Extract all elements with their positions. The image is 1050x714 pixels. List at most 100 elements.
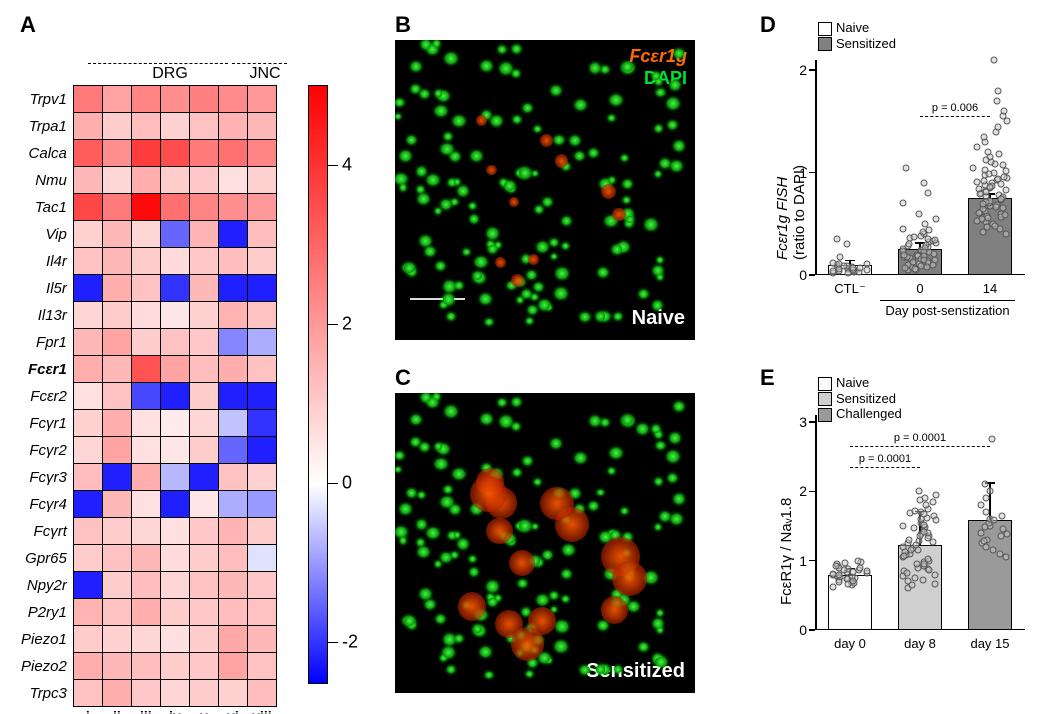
dapi-nucleus (444, 281, 456, 292)
fcer1g-signal (511, 627, 544, 660)
data-point (920, 511, 927, 518)
heatmap-cell (73, 329, 102, 356)
data-point (980, 177, 987, 184)
data-point (973, 144, 980, 151)
heatmap-cell (131, 194, 160, 221)
heatmap-cell (218, 194, 247, 221)
dapi-nucleus (652, 72, 661, 80)
fcer1g-signal (601, 184, 616, 199)
heatmap-cell (73, 491, 102, 518)
dapi-nucleus (537, 242, 548, 252)
data-point (903, 570, 910, 577)
data-point (996, 151, 1003, 158)
heatmap-row-label: Il13r (20, 302, 73, 329)
fcer1g-signal (612, 561, 647, 596)
data-point (979, 201, 986, 208)
heatmap-cell (131, 464, 160, 491)
heatmap-cell (189, 518, 218, 545)
dapi-nucleus (427, 528, 439, 538)
dapi-nucleus (657, 610, 664, 616)
heatmap-cell (218, 356, 247, 383)
heatmap-cell (102, 167, 131, 194)
heatmap-row-label: Fcεr1 (20, 356, 73, 383)
dapi-nucleus (411, 62, 421, 71)
data-point (1003, 554, 1010, 561)
heatmap-col-label: ii (102, 707, 131, 714)
dapi-nucleus (589, 149, 598, 157)
heatmap-cell (131, 248, 160, 275)
dapi-nucleus (608, 468, 615, 474)
legend-item: Naive (818, 20, 896, 36)
data-point (974, 178, 981, 185)
heatmap-cell (189, 653, 218, 680)
dapi-nucleus (512, 70, 520, 77)
dapi-nucleus (395, 527, 406, 537)
colorbar: -2024 (308, 85, 358, 682)
figure: A DRG JNC Trpv1Trpa1CalcaNmuTac1VipIl4rI… (0, 0, 1050, 714)
data-point (917, 533, 924, 540)
heatmap-cell (73, 302, 102, 329)
heatmap-cell (218, 653, 247, 680)
dapi-nucleus (417, 186, 424, 193)
data-point (980, 538, 987, 545)
dapi-nucleus (481, 61, 492, 71)
dapi-nucleus (445, 406, 457, 417)
heatmap-cell (247, 599, 276, 626)
heatmap-row-label: Trpc3 (20, 680, 73, 707)
heatmap-row-label: Fcεr2 (20, 383, 73, 410)
heatmap-cell (160, 275, 189, 302)
data-point (932, 571, 939, 578)
fcer1g-signal (509, 550, 535, 576)
heatmap-col-label: v (189, 707, 218, 714)
heatmap-cell (131, 680, 160, 707)
heatmap-cell (189, 356, 218, 383)
heatmap-cell (247, 140, 276, 167)
dapi-nucleus (400, 504, 410, 513)
dapi-nucleus (480, 647, 491, 657)
dapi-nucleus (453, 469, 464, 479)
dapi-nucleus (513, 116, 521, 123)
dapi-nucleus (420, 90, 429, 98)
dapi-nucleus (623, 197, 630, 204)
heatmap-cell (160, 518, 189, 545)
data-point (993, 204, 1000, 211)
dapi-nucleus (551, 439, 560, 447)
dapi-nucleus (528, 306, 537, 314)
dapi-nucleus (395, 467, 401, 472)
data-point (929, 498, 936, 505)
data-point (843, 241, 850, 248)
heatmap-cell (73, 626, 102, 653)
dapi-nucleus (400, 151, 410, 160)
dapi-nucleus (550, 239, 558, 246)
dapi-nucleus (411, 415, 421, 424)
data-point (915, 488, 922, 495)
heatmap-row-label: Fcγrt (20, 518, 73, 545)
fcer1g-signal (495, 257, 506, 268)
data-point (982, 166, 989, 173)
heatmap-group-header: DRG (110, 65, 230, 83)
dapi-nucleus (575, 152, 583, 160)
heatmap-cell (218, 113, 247, 140)
heatmap-cell (131, 599, 160, 626)
heatmap-cell (247, 86, 276, 113)
dapi-nucleus (526, 671, 533, 678)
dapi-nucleus (562, 243, 569, 249)
fcer1g-signal (470, 476, 507, 513)
fcer1g-signal (540, 134, 553, 147)
ytick-label: 0 (799, 267, 807, 283)
heatmap-cell (218, 545, 247, 572)
heatmap-cell (247, 248, 276, 275)
data-point (911, 525, 918, 532)
header-bar-drg (88, 63, 228, 64)
data-point (999, 162, 1006, 169)
data-point (999, 512, 1006, 519)
data-point (830, 570, 837, 577)
heatmap-cell (102, 329, 131, 356)
ytick-label: 1 (799, 553, 807, 569)
heatmap-cell (131, 221, 160, 248)
heatmap-cell (131, 626, 160, 653)
data-point (863, 266, 870, 273)
dapi-nucleus (589, 502, 598, 510)
heatmap-cell (102, 194, 131, 221)
heatmap-cell (247, 491, 276, 518)
